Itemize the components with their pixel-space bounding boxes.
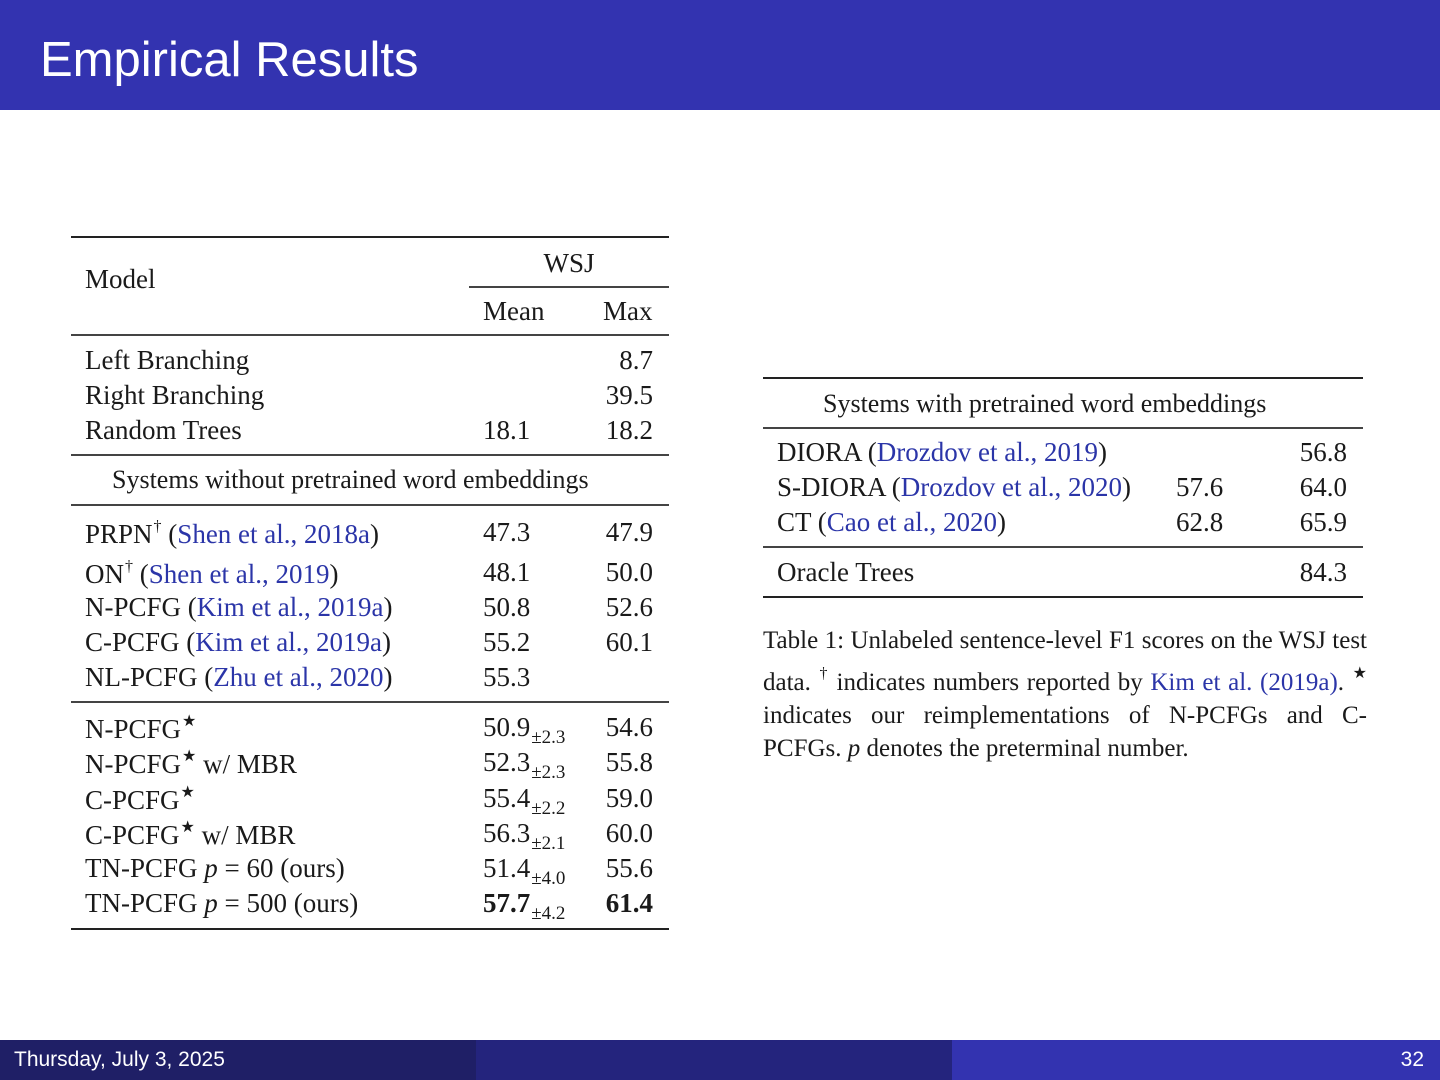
section-with-embeddings: Systems with pretrained word embeddings bbox=[823, 389, 1267, 418]
max-value: 52.6 bbox=[605, 592, 653, 622]
model-name: ON† (Shen et al., 2019) bbox=[85, 558, 339, 589]
model-name: C-PCFG★ w/ MBR bbox=[85, 819, 296, 850]
page-number: 32 bbox=[1400, 1048, 1424, 1071]
max-value: 55.6 bbox=[605, 853, 653, 883]
baseline-max: 8.7 bbox=[619, 345, 653, 375]
mean-value: 47.3 bbox=[483, 517, 531, 547]
footer-page-section: 32 bbox=[952, 1040, 1440, 1080]
model-name: N-PCFG★ w/ MBR bbox=[85, 748, 297, 779]
slide-date: Thursday, July 3, 2025 bbox=[14, 1048, 225, 1071]
baseline-model: Left Branching bbox=[85, 345, 250, 375]
mean-value: 56.3±2.1 bbox=[483, 818, 566, 854]
model-name: S-DIORA (Drozdov et al., 2020) bbox=[777, 472, 1131, 502]
header-rule bbox=[71, 334, 669, 336]
section-rule bbox=[71, 454, 669, 456]
citation-link[interactable]: Zhu et al., 2020 bbox=[213, 662, 384, 692]
section-rule bbox=[763, 546, 1363, 548]
model-name: N-PCFG★ bbox=[85, 713, 197, 744]
mean-value: 52.3±2.3 bbox=[483, 747, 566, 783]
model-name: TN-PCFG p = 500 (ours) bbox=[85, 888, 359, 918]
model-name: N-PCFG (Kim et al., 2019a) bbox=[85, 592, 393, 622]
model-name: PRPN† (Shen et al., 2018a) bbox=[85, 518, 380, 549]
model-name: TN-PCFG p = 60 (ours) bbox=[85, 853, 345, 883]
section-rule bbox=[71, 701, 669, 703]
citation-link[interactable]: Kim et al., 2019a bbox=[196, 592, 384, 622]
slide-title: Empirical Results bbox=[40, 33, 419, 87]
title-bar: Empirical Results bbox=[0, 0, 1440, 110]
baseline-model: Random Trees bbox=[85, 415, 242, 445]
table-caption: Table 1: Unlabeled sentence-level F1 sco… bbox=[763, 627, 1368, 762]
bottom-rule bbox=[71, 928, 669, 930]
baseline-max: 39.5 bbox=[605, 380, 653, 410]
max-value-best: 61.4 bbox=[605, 888, 653, 918]
header-max: Max bbox=[603, 296, 653, 326]
max-value: 50.0 bbox=[605, 557, 653, 587]
baseline-mean: 18.1 bbox=[483, 415, 531, 445]
mean-value-best: 57.7±4.2 bbox=[483, 888, 566, 924]
oracle-model: Oracle Trees bbox=[777, 557, 915, 587]
section-rule bbox=[71, 504, 669, 506]
header-mean: Mean bbox=[483, 296, 545, 326]
max-value: 60.1 bbox=[605, 627, 653, 657]
mean-value: 51.4±4.0 bbox=[483, 853, 566, 889]
bottom-rule bbox=[763, 596, 1363, 598]
top-rule bbox=[763, 377, 1363, 379]
oracle-max: 84.3 bbox=[1299, 557, 1347, 587]
max-value: 47.9 bbox=[605, 517, 653, 547]
max-value: 56.8 bbox=[1299, 437, 1347, 467]
footer-bar: Thursday, July 3, 2025 32 bbox=[0, 1040, 1440, 1080]
mean-value: 57.6 bbox=[1176, 472, 1224, 502]
citation-link[interactable]: Drozdov et al., 2020 bbox=[900, 472, 1122, 502]
max-value: 60.0 bbox=[605, 818, 653, 848]
header-wsj: WSJ bbox=[543, 248, 595, 278]
baseline-max: 18.2 bbox=[605, 415, 653, 445]
top-rule bbox=[71, 236, 669, 238]
mean-value: 55.3 bbox=[483, 662, 531, 692]
citation-link[interactable]: Drozdov et al., 2019 bbox=[876, 437, 1098, 467]
mean-value: 55.4±2.2 bbox=[483, 783, 566, 819]
max-value: 65.9 bbox=[1299, 507, 1347, 537]
max-value: 54.6 bbox=[605, 712, 653, 742]
header-model: Model bbox=[85, 264, 156, 294]
citation-link[interactable]: Kim et al., 2019a bbox=[195, 627, 383, 657]
baseline-model: Right Branching bbox=[85, 380, 265, 410]
model-name: CT (Cao et al., 2020) bbox=[777, 507, 1006, 537]
citation-link[interactable]: Shen et al., 2019 bbox=[148, 559, 330, 589]
footer-middle-section bbox=[476, 1040, 952, 1080]
model-name: DIORA (Drozdov et al., 2019) bbox=[777, 437, 1107, 467]
model-name: NL-PCFG (Zhu et al., 2020) bbox=[85, 662, 393, 692]
footer-date-section: Thursday, July 3, 2025 bbox=[0, 1040, 476, 1080]
max-value: 64.0 bbox=[1299, 472, 1347, 502]
max-value: 55.8 bbox=[605, 747, 653, 777]
mean-value: 50.8 bbox=[483, 592, 531, 622]
section-no-embeddings: Systems without pretrained word embeddin… bbox=[112, 465, 589, 494]
section-rule bbox=[763, 427, 1363, 429]
model-name: C-PCFG (Kim et al., 2019a) bbox=[85, 627, 392, 657]
wsj-rule bbox=[469, 286, 669, 288]
mean-value: 55.2 bbox=[483, 627, 531, 657]
mean-value: 50.9±2.3 bbox=[483, 712, 566, 748]
max-value: 59.0 bbox=[605, 783, 653, 813]
mean-value: 48.1 bbox=[483, 557, 531, 587]
model-name: C-PCFG★ bbox=[85, 784, 195, 815]
mean-value: 62.8 bbox=[1176, 507, 1224, 537]
citation-link[interactable]: Kim et al. (2019a) bbox=[1150, 669, 1338, 696]
citation-link[interactable]: Cao et al., 2020 bbox=[826, 507, 997, 537]
citation-link[interactable]: Shen et al., 2018a bbox=[177, 519, 371, 549]
